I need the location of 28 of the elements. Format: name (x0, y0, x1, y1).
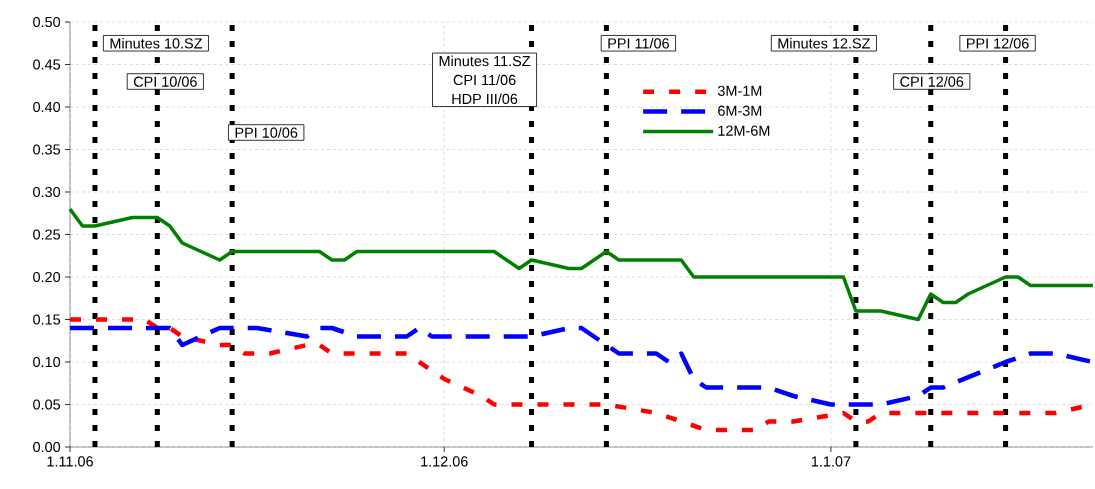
y-tick-label: 0.10 (33, 356, 61, 368)
annotation: CPI 11/06 (453, 74, 516, 86)
ref-line-label: Minutes 10.SZ (110, 37, 203, 49)
y-tick-label: 0.15 (33, 314, 61, 325)
y-tick-label: 0.35 (33, 144, 61, 155)
legend-label: 12M-6M (718, 125, 770, 136)
ref-line-label: Minutes 11.SZ (439, 55, 531, 67)
line-series (68, 207, 1095, 322)
annotation: HDP III/06 (452, 93, 518, 105)
y-tick-label: 0.20 (33, 271, 61, 283)
y-tick-label: 0.25 (33, 229, 61, 240)
ref-line-label: PPI 10/06 (235, 127, 298, 138)
legend-label: 6M-3M (718, 105, 762, 116)
ref-line-label: CPI 10/06 (133, 76, 197, 87)
y-tick-label: 0.30 (33, 186, 61, 198)
ref-line-label: CPI 12/06 (900, 76, 964, 87)
y-tick-label: 0.50 (33, 16, 61, 28)
y-tick-label: 0.45 (33, 59, 61, 70)
y-tick-label: 0.40 (33, 101, 61, 113)
y-tick-label: 0.00 (33, 441, 61, 453)
ref-line-label: PPI 11/06 (608, 37, 669, 49)
legend-label: 3M-1M (717, 85, 762, 96)
x-tick-label: 1.1.07 (811, 456, 851, 467)
x-tick-label: 1.12.06 (421, 456, 468, 467)
y-tick-label: 0.05 (33, 399, 61, 410)
ref-line-label: Minutes 12.SZ (778, 37, 870, 49)
x-tick-label: 1.11.06 (47, 456, 93, 467)
ref-line-label: PPI 12/06 (967, 37, 1029, 49)
